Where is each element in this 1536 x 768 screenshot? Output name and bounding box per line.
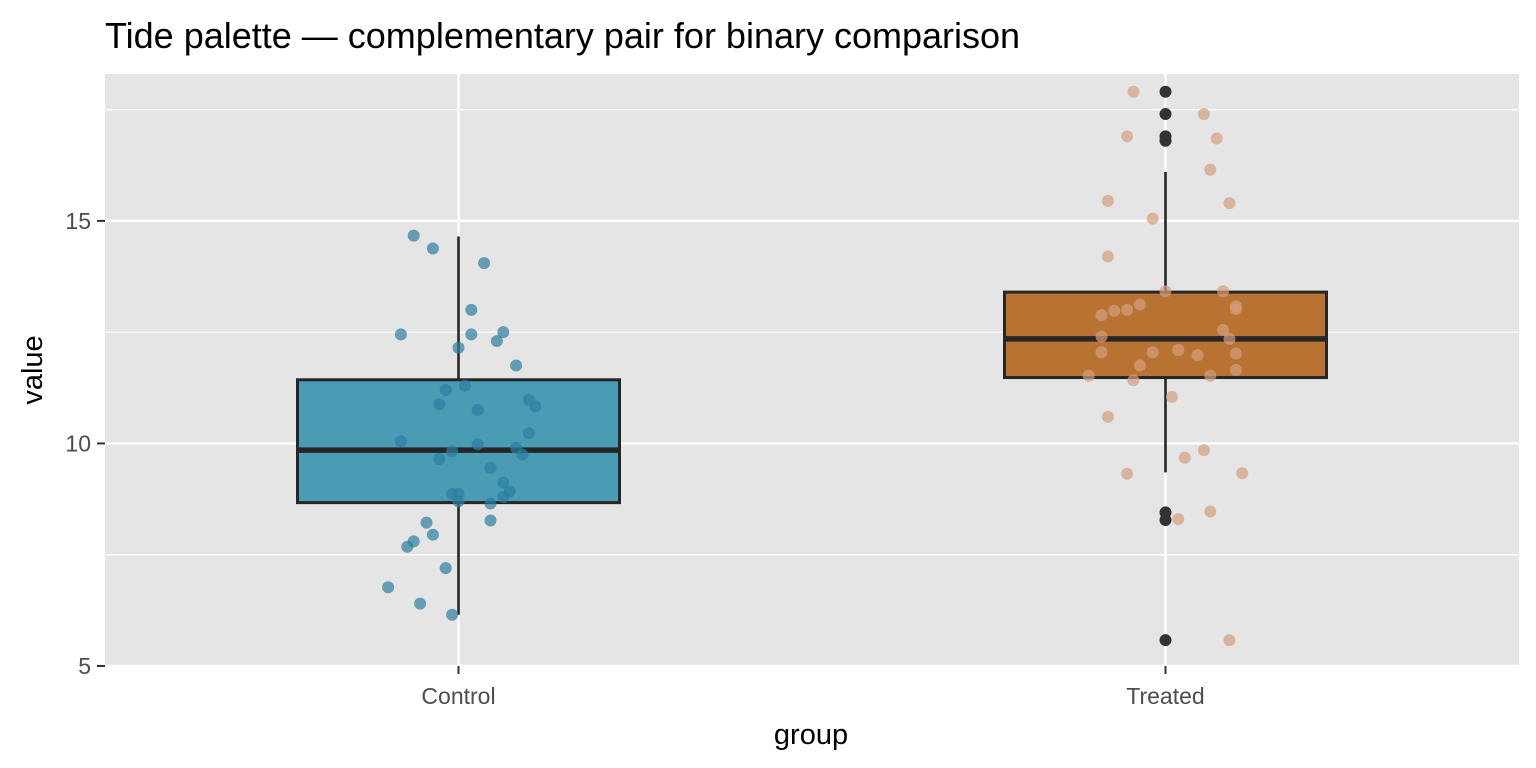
outlier-point xyxy=(1159,85,1172,98)
data-point xyxy=(1121,130,1134,143)
data-point xyxy=(1121,303,1134,316)
data-point xyxy=(1159,285,1172,298)
data-point xyxy=(1101,194,1114,207)
data-point xyxy=(1204,163,1217,176)
data-point xyxy=(1121,467,1134,480)
box-treated xyxy=(1003,290,1328,380)
data-point xyxy=(1101,410,1114,423)
axes: 5 10 15 Control Treated xyxy=(65,208,1204,709)
outlier-point xyxy=(1159,134,1172,147)
data-point xyxy=(484,497,497,510)
outlier-layer xyxy=(1159,85,1172,647)
x-axis-title: group xyxy=(774,719,848,751)
data-point xyxy=(1223,634,1236,647)
data-point xyxy=(1101,250,1114,263)
data-point xyxy=(516,448,529,461)
data-point xyxy=(529,400,542,413)
data-point xyxy=(1204,369,1217,382)
data-point xyxy=(433,453,446,466)
data-point xyxy=(394,435,407,448)
data-point xyxy=(471,438,484,451)
data-point xyxy=(1223,332,1236,345)
data-point xyxy=(1127,374,1140,387)
data-point xyxy=(394,328,407,341)
data-point xyxy=(452,341,465,354)
y-tick-label: 5 xyxy=(78,653,91,679)
data-point xyxy=(1146,212,1159,225)
data-point xyxy=(1236,467,1249,480)
data-point xyxy=(433,398,446,411)
data-point xyxy=(1217,285,1230,298)
data-point xyxy=(465,303,478,316)
data-point xyxy=(484,461,497,474)
data-point xyxy=(1191,349,1204,362)
y-tick-label: 10 xyxy=(65,430,91,456)
data-point xyxy=(1197,108,1210,121)
data-point xyxy=(1229,347,1242,360)
data-point xyxy=(439,384,452,397)
data-point xyxy=(1204,505,1217,518)
data-point xyxy=(484,514,497,527)
data-point xyxy=(1223,197,1236,210)
data-point xyxy=(1095,309,1108,322)
chart-title: Tide palette — complementary pair for bi… xyxy=(105,15,1020,56)
data-point xyxy=(420,516,433,529)
data-point xyxy=(1229,364,1242,376)
data-point xyxy=(522,427,535,440)
data-point xyxy=(478,257,491,270)
data-point xyxy=(1172,343,1185,356)
data-point xyxy=(1127,85,1140,98)
data-point xyxy=(1217,323,1230,336)
data-point xyxy=(414,597,427,610)
data-point xyxy=(471,404,484,417)
data-point xyxy=(1165,390,1178,403)
data-point xyxy=(1172,513,1185,526)
data-point xyxy=(426,242,439,255)
data-point xyxy=(497,326,510,339)
data-point xyxy=(407,229,420,242)
data-point xyxy=(1178,451,1191,464)
data-point xyxy=(446,445,459,458)
data-point xyxy=(497,476,510,489)
outlier-point xyxy=(1159,514,1172,527)
data-point xyxy=(1146,346,1159,359)
y-tick-label: 15 xyxy=(65,208,91,234)
y-axis-title: value xyxy=(17,335,49,404)
data-point xyxy=(1210,132,1223,145)
data-point xyxy=(1095,346,1108,359)
data-point xyxy=(1108,304,1121,317)
data-point xyxy=(490,335,503,348)
data-point xyxy=(1133,359,1146,372)
data-point xyxy=(426,528,439,541)
outlier-point xyxy=(1159,634,1172,647)
x-tick-label: Treated xyxy=(1126,683,1204,709)
data-point xyxy=(458,379,471,392)
data-point xyxy=(439,562,452,575)
data-point xyxy=(446,608,459,621)
data-point xyxy=(497,490,510,503)
x-tick-label: Control xyxy=(421,683,495,709)
data-point xyxy=(1095,330,1108,343)
data-point xyxy=(1197,444,1210,457)
data-point xyxy=(1229,303,1242,316)
data-point xyxy=(1082,369,1095,382)
data-point xyxy=(401,540,414,553)
box-layer xyxy=(296,171,1328,615)
data-point xyxy=(382,581,395,594)
jitter-points xyxy=(382,85,1249,647)
box-control xyxy=(296,378,621,505)
data-point xyxy=(465,328,478,341)
data-point xyxy=(1133,298,1146,311)
data-point xyxy=(452,495,465,508)
data-point xyxy=(510,359,523,372)
outlier-point xyxy=(1159,108,1172,121)
